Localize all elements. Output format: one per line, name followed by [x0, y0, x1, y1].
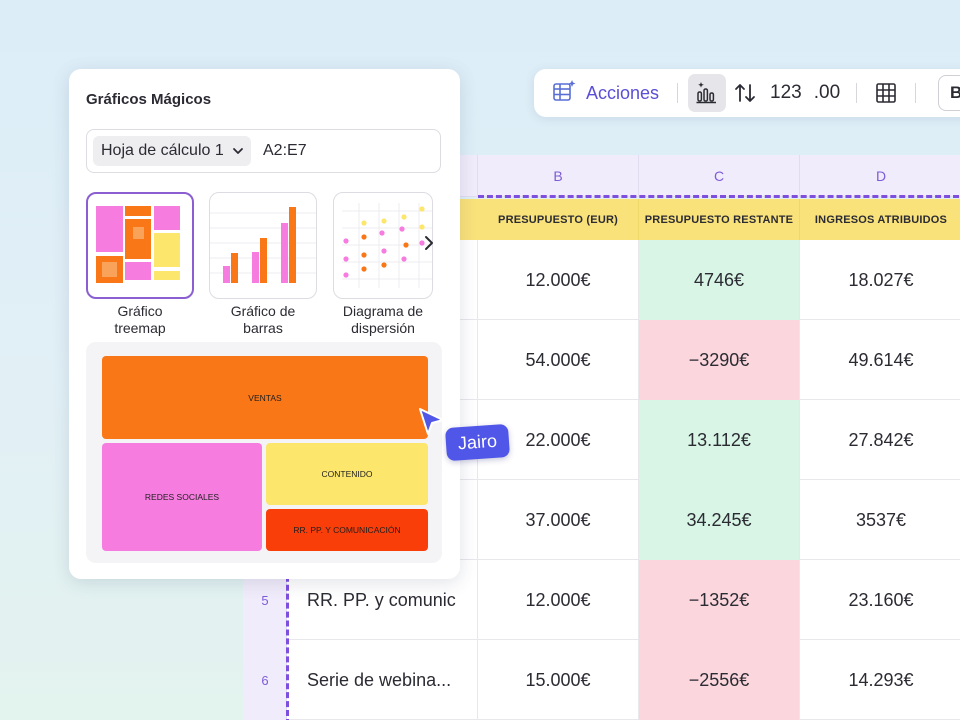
- chart-type-scatter-label: Diagrama de dispersión: [342, 303, 424, 336]
- row-number[interactable]: 5: [261, 592, 269, 608]
- scatter-chart-thumbnail-icon: [342, 203, 432, 288]
- column-header-c[interactable]: C: [639, 155, 800, 197]
- treemap-block-contenido[interactable]: CONTENIDO: [266, 443, 428, 505]
- cell-name[interactable]: [287, 240, 478, 320]
- cell-name[interactable]: [287, 480, 478, 560]
- cell-remaining[interactable]: 34.245€: [639, 480, 800, 560]
- sort-icon: [735, 84, 755, 102]
- cell-budget[interactable]: 22.000€: [478, 400, 639, 480]
- panel-title: Gráficos Mágicos: [86, 91, 212, 108]
- chart-type-bar[interactable]: [209, 192, 317, 299]
- cell-remaining[interactable]: −2556€: [639, 640, 800, 720]
- cell-budget[interactable]: 12.000€: [478, 560, 639, 640]
- header-cell-remaining[interactable]: PRESUPUESTO RESTANTE: [639, 199, 800, 240]
- cell-name[interactable]: [287, 320, 478, 400]
- column-header-d[interactable]: D: [800, 155, 960, 197]
- treemap-block-redes-sociales[interactable]: REDES SOCIALES: [102, 443, 262, 551]
- treemap-block-ventas[interactable]: VENTAS: [102, 356, 428, 439]
- chevron-right-icon[interactable]: [422, 232, 436, 258]
- cell-remaining[interactable]: 13.112€: [639, 400, 800, 480]
- toolbar-divider: [677, 83, 679, 103]
- table-row: Serie de webina... 15.000€ −2556€ 14.293…: [287, 640, 960, 720]
- cell-remaining[interactable]: −1352€: [639, 560, 800, 640]
- chart-type-bar-label: Gráfico de barras: [230, 303, 296, 336]
- cell-budget[interactable]: 37.000€: [478, 480, 639, 560]
- cell-revenue[interactable]: 3537€: [800, 480, 960, 560]
- cell-name[interactable]: RR. PP. y comunic: [287, 560, 478, 640]
- cell-revenue[interactable]: 27.842€: [800, 400, 960, 480]
- cell-budget[interactable]: 15.000€: [478, 640, 639, 720]
- magic-chart-button[interactable]: [688, 74, 727, 112]
- range-input[interactable]: A2:E7: [263, 142, 307, 159]
- cell-revenue[interactable]: 23.160€: [800, 560, 960, 640]
- chart-type-treemap[interactable]: [86, 192, 194, 299]
- treemap-thumbnail-icon: [96, 206, 180, 283]
- cell-budget[interactable]: 54.000€: [478, 320, 639, 400]
- sort-button[interactable]: [726, 74, 764, 112]
- magic-chart-icon: [696, 82, 717, 104]
- collaborator-cursor-icon: [416, 406, 446, 441]
- magic-table-icon: [552, 79, 576, 108]
- data-range-selector: Hoja de cálculo 1 A2:E7: [86, 129, 441, 173]
- cell-revenue[interactable]: 14.293€: [800, 640, 960, 720]
- table-grid-button[interactable]: [867, 74, 905, 112]
- bold-button[interactable]: B: [938, 75, 960, 111]
- collaborator-name-badge: Jairo: [444, 423, 511, 462]
- chart-type-treemap-label: Gráfico treemap: [114, 303, 166, 336]
- actions-label: Acciones: [586, 82, 660, 103]
- chart-type-scatter[interactable]: [333, 192, 433, 299]
- chevron-down-icon: [232, 148, 243, 154]
- header-cell-revenue[interactable]: INGRESOS ATRIBUIDOS: [800, 199, 960, 240]
- decimal-format-button[interactable]: .00: [813, 82, 841, 103]
- toolbar-divider: [856, 83, 858, 103]
- cell-remaining[interactable]: 4746€: [639, 240, 800, 320]
- cell-remaining[interactable]: −3290€: [639, 320, 800, 400]
- sheet-select-label: Hoja de cálculo 1: [101, 142, 224, 159]
- actions-button[interactable]: Acciones: [544, 75, 667, 111]
- cell-revenue[interactable]: 18.027€: [800, 240, 960, 320]
- sheet-select[interactable]: Hoja de cálculo 1: [93, 136, 251, 166]
- header-cell-budget[interactable]: PRESUPUESTO (EUR): [478, 199, 639, 240]
- cell-budget[interactable]: 12.000€: [478, 240, 639, 320]
- row-number[interactable]: 6: [261, 672, 269, 688]
- cell-name[interactable]: Serie de webina...: [287, 640, 478, 720]
- selection-border-top: [478, 195, 960, 198]
- number-format-button[interactable]: 123: [770, 82, 802, 103]
- treemap-block-rrpp[interactable]: RR. PP. Y COMUNICACIÓN: [266, 509, 428, 551]
- cell-revenue[interactable]: 49.614€: [800, 320, 960, 400]
- magic-charts-panel: Gráficos Mágicos Hoja de cálculo 1 A2:E7…: [69, 69, 460, 579]
- bar-chart-thumbnail-icon: [210, 207, 316, 283]
- toolbar-divider: [915, 83, 917, 103]
- treemap-preview[interactable]: VENTAS REDES SOCIALES CONTENIDO RR. PP. …: [86, 342, 442, 563]
- sheet-toolbar: Acciones 123 .00 B: [534, 69, 960, 117]
- column-header-b[interactable]: B: [478, 155, 639, 197]
- table-grid-icon: [876, 83, 896, 103]
